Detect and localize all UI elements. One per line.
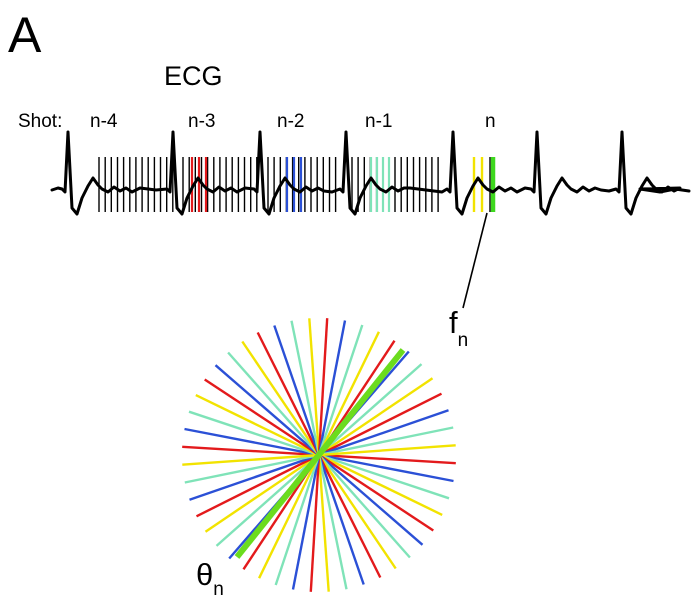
radial-spokes xyxy=(182,318,456,592)
panel-label: A xyxy=(8,7,42,63)
frame-subscript: n xyxy=(458,330,469,351)
shot-label-n-3: n-3 xyxy=(188,111,215,132)
frame-pointer-line xyxy=(462,212,488,309)
frame-marker: fn xyxy=(449,305,468,351)
angle-subscript: n xyxy=(213,579,224,600)
acquisition-lines xyxy=(98,157,496,212)
highlight-spoke xyxy=(234,348,406,559)
ecg-trace xyxy=(50,130,691,216)
ecg-title: ECG xyxy=(164,61,223,91)
angle-marker: θn xyxy=(196,557,224,600)
angle-symbol: θ xyxy=(196,557,213,592)
shot-prefix: Shot: xyxy=(18,111,62,132)
shot-label-n-2: n-2 xyxy=(277,111,304,132)
frame-symbol: f xyxy=(449,305,458,340)
shot-label-n: n xyxy=(485,111,496,132)
shot-label-n-1: n-1 xyxy=(365,111,392,132)
shot-label-n-4: n-4 xyxy=(90,111,118,132)
